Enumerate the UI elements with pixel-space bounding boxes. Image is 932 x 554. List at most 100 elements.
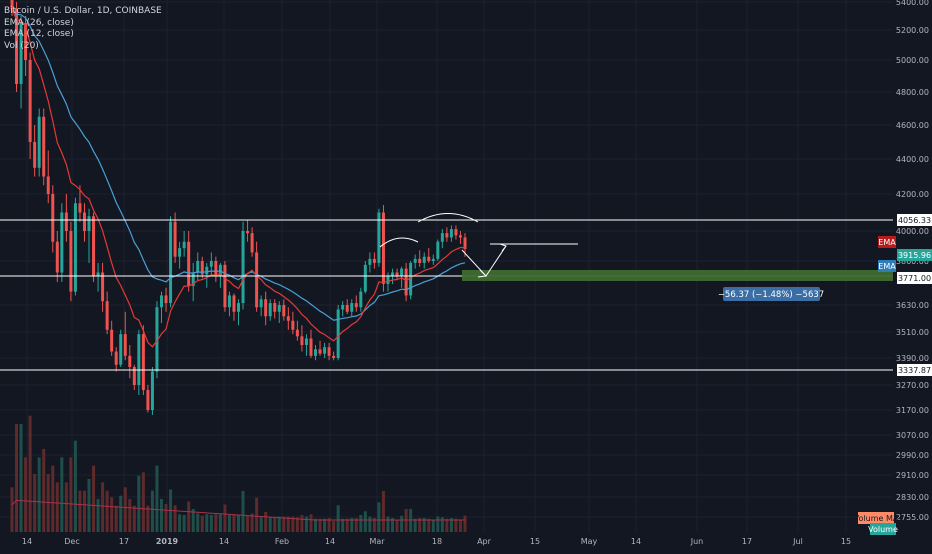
candle-body xyxy=(182,241,186,249)
volume-bar xyxy=(232,514,236,532)
volume-bar xyxy=(223,504,227,532)
arc-left xyxy=(379,237,419,248)
candle-body xyxy=(205,266,209,275)
volume-ma-tag: Volume MA xyxy=(854,514,899,523)
volume-bar xyxy=(259,516,263,532)
volume-bar xyxy=(246,515,250,532)
measure-text: −56.37 (−1.48%) −5637 xyxy=(718,290,824,300)
volume-bar xyxy=(336,505,340,532)
candle-body xyxy=(350,303,354,312)
volume-bar xyxy=(323,518,327,532)
volume-bar xyxy=(381,491,385,532)
volume-bar xyxy=(436,516,440,532)
candle-body xyxy=(255,252,259,308)
candle-body xyxy=(132,367,136,385)
volume-bar xyxy=(92,465,96,532)
candle-body xyxy=(173,221,177,257)
candle-body xyxy=(232,295,236,312)
candle-body xyxy=(431,258,435,261)
price-tick-label: 3630.00 xyxy=(896,301,929,310)
time-scale[interactable]: 14 Dec 17 2019 14 Feb 14 Mar 18 Apr 15 May 14 Jun 17 Ju… xyxy=(0,532,932,550)
volume-bar xyxy=(377,502,381,532)
candle-body xyxy=(24,23,28,60)
candle-body xyxy=(454,229,458,236)
candle-body xyxy=(178,248,182,257)
candle-body xyxy=(264,299,268,317)
candle-body xyxy=(105,301,109,330)
candle-body xyxy=(372,258,376,263)
candle-body xyxy=(458,235,462,238)
volume-bar xyxy=(304,516,308,532)
volume-bar xyxy=(327,518,331,532)
volume-bar xyxy=(400,515,404,532)
volume-bar xyxy=(341,518,345,532)
candle-body xyxy=(196,261,200,273)
volume-bar xyxy=(368,516,372,532)
candle-body xyxy=(46,176,50,194)
lower-tag: 3337.87 xyxy=(898,366,931,375)
candle-body xyxy=(227,295,231,308)
candle-body xyxy=(282,305,286,317)
candle-body xyxy=(295,329,299,337)
candle-body xyxy=(69,231,73,292)
ema26-tag: EMA xyxy=(878,262,896,271)
volume-bar xyxy=(255,497,259,532)
volume-bar xyxy=(205,514,209,532)
candle-body xyxy=(28,60,32,142)
volume-bar xyxy=(422,518,426,532)
volume-bar xyxy=(454,518,458,532)
volume-bar xyxy=(196,513,200,532)
price-tick-label: 3170.00 xyxy=(896,406,929,415)
time-tick-label: 2019 xyxy=(156,537,179,546)
drawings[interactable]: −56.37 (−1.48%) −5637 xyxy=(379,213,893,302)
volume-bar xyxy=(395,519,399,532)
candle-body xyxy=(246,231,250,234)
price-tick-label: 3860.00 xyxy=(896,257,929,266)
volume-bar xyxy=(273,517,277,532)
candle-body xyxy=(268,303,272,317)
candle-body xyxy=(146,390,150,410)
volume-bar xyxy=(137,475,141,532)
volume-bar xyxy=(413,518,417,532)
price-tags: 4056.33EMA3915.96EMA3771.003337.87Volume… xyxy=(854,214,932,535)
volume-bar xyxy=(132,505,136,532)
candle-body xyxy=(291,320,295,330)
candle-body xyxy=(209,261,213,267)
candle-body xyxy=(214,261,218,277)
candle-body xyxy=(250,233,254,253)
candle-body xyxy=(273,303,277,312)
volume-bar xyxy=(418,518,422,532)
volume-bar xyxy=(309,514,313,532)
candle-body xyxy=(381,212,385,284)
candle-body xyxy=(368,258,372,265)
time-tick-label: 14 xyxy=(219,537,229,546)
volume-bar xyxy=(345,518,349,532)
volume-bar xyxy=(359,515,363,532)
candle-body xyxy=(323,347,327,354)
last-price-tag-bg xyxy=(897,249,932,261)
candle-body xyxy=(300,336,304,345)
time-tick-label: 17 xyxy=(119,537,129,546)
price-tick-label: 5200.00 xyxy=(896,26,929,35)
price-tick-label: 5400.00 xyxy=(896,0,929,7)
volume-bar xyxy=(114,505,118,532)
candle-body xyxy=(413,258,417,263)
price-tick-label: 2755.00 xyxy=(896,513,929,522)
volume-bar xyxy=(55,482,59,532)
price-scale[interactable]: 5400.00 5200.00 5000.00 4800.00 4600.00 4400.… xyxy=(893,0,932,532)
candle-body xyxy=(96,272,100,277)
volume-bar xyxy=(209,515,213,532)
volume-bar xyxy=(46,474,50,532)
ema-lines xyxy=(11,8,466,348)
price-tick-label: 2830.00 xyxy=(896,493,929,502)
candle-body xyxy=(377,212,381,263)
candle-body xyxy=(191,272,195,286)
volume-bar xyxy=(19,424,23,532)
volume-bar xyxy=(218,514,222,532)
volume-bar xyxy=(119,495,123,532)
resistance-tag-bg xyxy=(897,214,932,226)
candle-body xyxy=(400,268,404,277)
volume-bar xyxy=(42,449,46,532)
